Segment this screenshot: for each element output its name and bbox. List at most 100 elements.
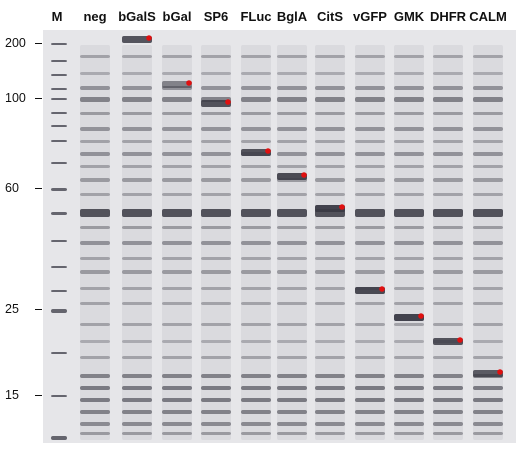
band — [355, 422, 385, 426]
ladder-band — [51, 88, 67, 90]
band — [201, 257, 231, 260]
lane-label-bgals: bGalS — [118, 9, 156, 24]
marker-dot-fluc — [265, 148, 271, 154]
band — [80, 127, 110, 131]
band — [473, 410, 503, 414]
band — [394, 257, 424, 260]
band — [355, 72, 385, 75]
band — [394, 226, 424, 229]
band — [394, 140, 424, 143]
lane-label-neg: neg — [83, 9, 107, 24]
band — [201, 410, 231, 414]
band — [241, 356, 271, 359]
band — [241, 72, 271, 75]
band — [277, 112, 307, 115]
band — [162, 432, 192, 435]
band — [277, 97, 307, 102]
band — [277, 270, 307, 274]
band — [277, 193, 307, 196]
band — [355, 323, 385, 326]
band — [355, 226, 385, 229]
mw-tick-60 — [35, 188, 42, 189]
band — [80, 193, 110, 196]
band — [473, 86, 503, 90]
band — [315, 152, 345, 156]
band — [122, 340, 152, 343]
band — [315, 97, 345, 102]
marker-dot-bgal — [186, 80, 192, 86]
lane-label-m: M — [51, 9, 63, 24]
band — [394, 86, 424, 90]
band — [277, 374, 307, 378]
band — [241, 422, 271, 426]
band — [80, 374, 110, 378]
band — [241, 140, 271, 143]
marker-dot-bgals — [146, 35, 152, 41]
gel-bands-canvas — [51, 35, 503, 440]
band — [277, 287, 307, 290]
band — [122, 302, 152, 305]
band — [122, 226, 152, 229]
band — [201, 270, 231, 274]
band — [201, 127, 231, 131]
band — [241, 374, 271, 378]
band — [162, 112, 192, 115]
ladder-band — [51, 125, 67, 127]
band — [122, 410, 152, 414]
band — [122, 152, 152, 156]
band — [433, 241, 463, 245]
band — [433, 432, 463, 435]
band — [80, 55, 110, 58]
band — [315, 193, 345, 196]
band — [241, 323, 271, 326]
band — [433, 226, 463, 229]
band — [473, 112, 503, 115]
band — [80, 302, 110, 305]
band — [201, 178, 231, 182]
lane-label-sp6: SP6 — [203, 9, 229, 24]
band — [355, 97, 385, 102]
lane-label-bgal: bGal — [162, 9, 192, 24]
band — [433, 422, 463, 426]
band — [315, 86, 345, 90]
band — [473, 356, 503, 359]
lane-smear — [473, 45, 503, 440]
gel-image — [43, 30, 516, 443]
ladder-band — [51, 266, 67, 268]
lane-label-bgla: BglA — [276, 9, 308, 24]
band — [162, 302, 192, 305]
band — [355, 374, 385, 378]
band — [277, 340, 307, 343]
band — [433, 257, 463, 260]
band — [241, 410, 271, 414]
mw-label-200: 200 — [5, 36, 26, 50]
band — [473, 287, 503, 290]
band — [315, 356, 345, 359]
band — [241, 127, 271, 131]
band — [433, 374, 463, 378]
band — [277, 432, 307, 435]
band — [315, 374, 345, 378]
ladder-band — [51, 352, 67, 354]
band — [473, 193, 503, 196]
band — [433, 323, 463, 326]
band — [433, 386, 463, 390]
band — [122, 193, 152, 196]
band — [394, 127, 424, 131]
band — [473, 257, 503, 260]
band — [473, 302, 503, 305]
lane-smear — [80, 45, 110, 440]
band — [201, 302, 231, 305]
band — [355, 410, 385, 414]
band — [433, 127, 463, 131]
band — [162, 127, 192, 131]
band — [473, 422, 503, 426]
band — [277, 410, 307, 414]
band — [433, 398, 463, 402]
band — [394, 152, 424, 156]
band — [241, 287, 271, 290]
marker-dot-vgfp — [379, 286, 385, 292]
overexpressed-band-bgal — [162, 81, 192, 88]
band — [241, 386, 271, 390]
